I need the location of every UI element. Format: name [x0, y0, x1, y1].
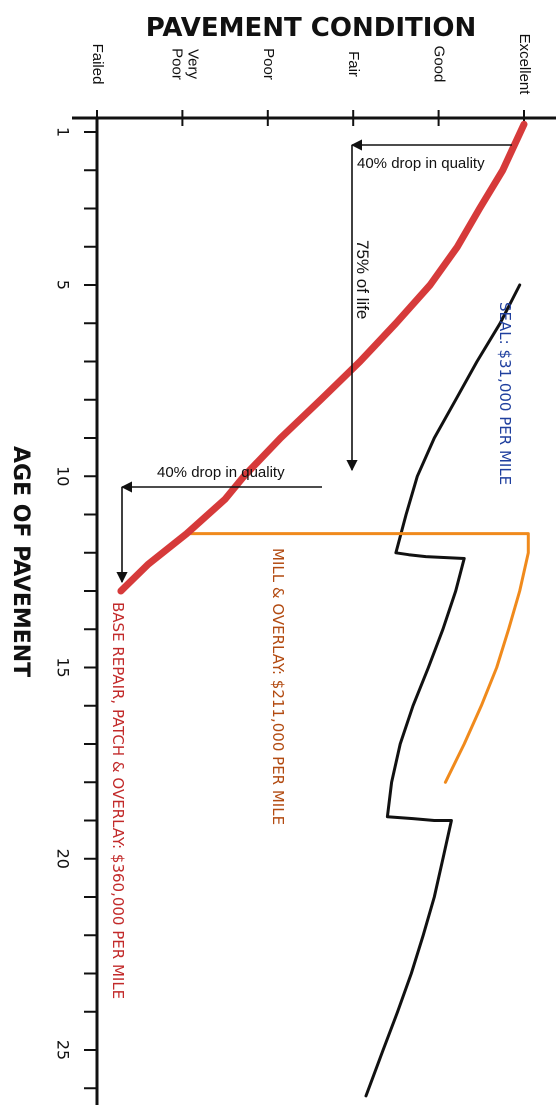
chart-title: PAVEMENT CONDITION — [146, 13, 477, 43]
age-axis-title: AGE OF PAVEMENT — [8, 446, 33, 677]
condition-tick-label: Excellent — [516, 34, 533, 96]
seal-line — [364, 283, 522, 1098]
condition-tick-label: Poor — [260, 48, 277, 80]
base-repair-cost-label: BASE REPAIR, PATCH & OVERLAY: $360,000 P… — [109, 602, 127, 999]
mill-overlay-cost-label: MILL & OVERLAY: $211,000 PER MILE — [269, 548, 287, 825]
mill-overlay-line — [187, 532, 530, 784]
age-tick-label: 10 — [54, 466, 73, 486]
seal-cost-label: SEAL: $31,000 PER MILE — [496, 302, 514, 485]
age-tick-label: 5 — [54, 280, 73, 290]
drop-top-label: 40% drop in quality — [357, 155, 485, 172]
age-tick-label: 25 — [54, 1040, 73, 1060]
condition-tick-label: Good — [431, 46, 448, 83]
life-label: 75% of life — [353, 240, 372, 319]
condition-tick-label: VeryPoor — [168, 48, 201, 80]
deterioration-line — [117, 120, 528, 595]
series-layer — [117, 120, 530, 1098]
condition-ticks: Failed VeryPoor Poor Fair Good Excellent — [89, 34, 533, 126]
age-tick-label: 20 — [54, 849, 73, 869]
age-tick-label: 15 — [54, 657, 73, 677]
age-tick-label: 1 — [54, 127, 73, 137]
condition-tick-label: Fair — [345, 51, 362, 77]
condition-tick-label: Failed — [89, 44, 106, 85]
drop-bottom-label: 40% drop in quality — [157, 464, 285, 481]
